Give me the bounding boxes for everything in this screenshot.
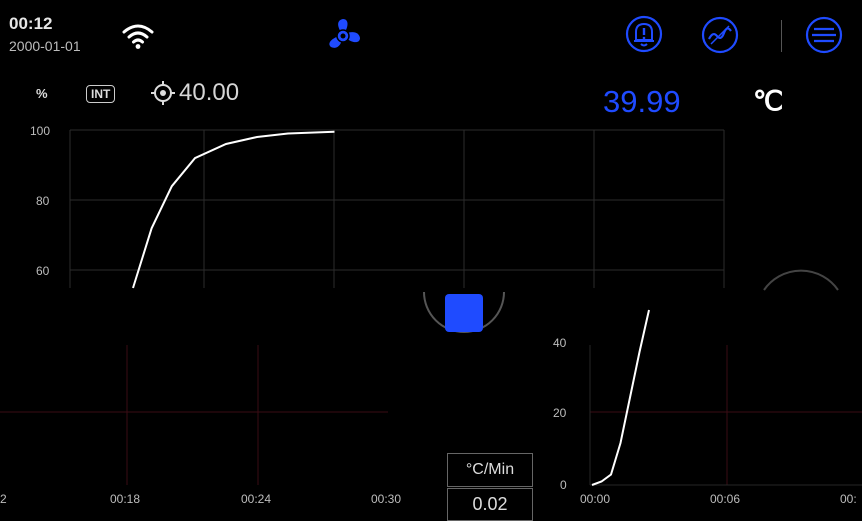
- rate-unit-label: °C/Min: [447, 453, 533, 487]
- clock-time: 00:12: [9, 14, 53, 33]
- signal-wave-icon[interactable]: [700, 15, 740, 55]
- x-tick-label: 00:06: [710, 492, 741, 506]
- y-tick-label: 60: [36, 264, 50, 278]
- crosshair-target-icon: [151, 81, 175, 105]
- gauge-arc: [763, 269, 839, 291]
- x-tick-label: 00:: [840, 492, 857, 506]
- alarm-bell-icon[interactable]: [624, 14, 664, 54]
- temperature-series-line: [591, 309, 650, 486]
- stop-button[interactable]: [445, 294, 483, 332]
- setpoint-value[interactable]: 40.00: [179, 79, 240, 106]
- mode-badge[interactable]: INT: [86, 85, 116, 103]
- y-tick-label: 40: [553, 336, 567, 350]
- fan-icon[interactable]: [322, 18, 364, 54]
- header-divider: [781, 20, 782, 52]
- y-tick-label: 80: [36, 194, 50, 208]
- temperature-unit: ℃: [753, 86, 784, 116]
- clock-date: 2000-01-01: [9, 38, 81, 54]
- wifi-icon[interactable]: [118, 18, 158, 52]
- x-tick-label: 00:00: [580, 492, 611, 506]
- percent-unit-label: %: [36, 86, 48, 101]
- y-tick-label: 20: [553, 406, 567, 420]
- current-temperature: 39.99: [603, 84, 681, 119]
- y-tick-label: 0: [560, 478, 567, 492]
- rate-value[interactable]: 0.02: [447, 488, 533, 521]
- percent-series-line: [132, 130, 335, 289]
- y-tick-label: 100: [30, 124, 51, 138]
- menu-icon[interactable]: [804, 15, 844, 55]
- x-tick-label: 2: [0, 492, 7, 506]
- stop-button-ring[interactable]: [421, 282, 507, 354]
- x-tick-label: 00:24: [241, 492, 272, 506]
- x-tick-label: 00:18: [110, 492, 141, 506]
- x-tick-label: 00:30: [371, 492, 402, 506]
